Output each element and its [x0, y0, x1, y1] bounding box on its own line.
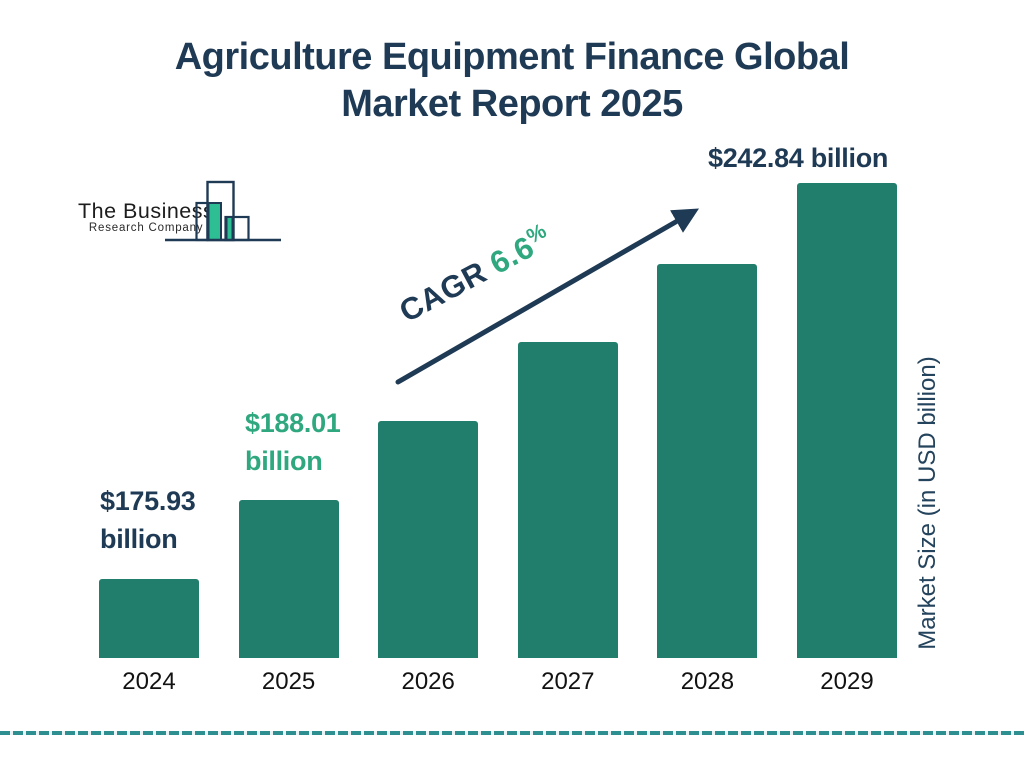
bar-2027	[517, 342, 618, 658]
page-title: Agriculture Equipment Finance Global Mar…	[0, 34, 1024, 128]
bar-2026	[378, 421, 479, 658]
x-tick-2028: 2028	[680, 668, 735, 695]
company-logo-text: The Business Research Company	[78, 200, 214, 234]
x-tick-2026: 2026	[401, 668, 455, 695]
page-title-line1: Agriculture Equipment Finance Global	[174, 36, 850, 78]
x-tick-2025: 2025	[261, 668, 316, 695]
value-label-2024-amount: $175.93	[100, 486, 196, 516]
value-label-2025-unit: billion	[245, 446, 323, 476]
y-axis-label: Market Size (in USD billion)	[914, 356, 941, 650]
growth-arrow-icon	[388, 198, 710, 398]
value-label-2025: $188.01 billion	[245, 404, 341, 480]
bar-2028	[657, 264, 758, 658]
value-label-2025-amount: $188.01	[245, 408, 341, 438]
x-tick-2027: 2027	[541, 668, 595, 695]
value-label-2024: $175.93 billion	[100, 482, 196, 558]
bar-chart-logo-icon	[163, 178, 283, 247]
company-logo: The Business Research Company	[70, 176, 300, 246]
bar-2024	[99, 579, 199, 658]
bottom-divider	[0, 731, 1024, 735]
page-title-line2: Market Report 2025	[341, 83, 683, 125]
value-label-2024-unit: billion	[100, 524, 178, 554]
bar-2029	[797, 183, 897, 658]
x-tick-2029: 2029	[820, 668, 874, 695]
value-label-2029: $242.84 billion	[708, 143, 889, 173]
x-tick-2024: 2024	[122, 668, 176, 695]
bar-2025	[238, 500, 339, 658]
company-subname: Research Company	[88, 222, 204, 234]
company-name: The Business	[78, 199, 215, 223]
